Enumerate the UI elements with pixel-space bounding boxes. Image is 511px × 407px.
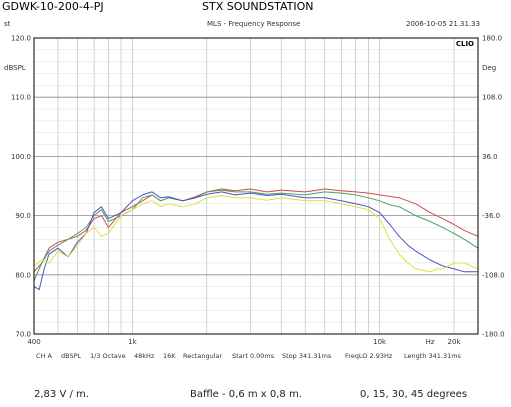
x-tick-label: 1k — [128, 338, 137, 346]
measurement-param: Start 0.00ms — [232, 352, 275, 360]
grid-lines — [34, 38, 478, 334]
response-curves — [33, 188, 479, 291]
y-tick-label: 80.0 — [15, 271, 31, 279]
y-tick-label: 90.0 — [15, 212, 31, 220]
voltage-note: 2,83 V / m. — [34, 389, 89, 400]
response-curve-1 — [33, 188, 479, 273]
response-curve-4 — [33, 195, 479, 273]
y-axis-label: dBSPL — [4, 64, 26, 72]
measurement-param: FreqLO 2.93Hz — [345, 352, 393, 360]
response-curve-3 — [33, 191, 478, 291]
measurement-param: Rectangular — [183, 352, 223, 360]
chart-title: MLS - Frequency Response — [207, 20, 301, 28]
left-code-label: st — [4, 20, 11, 28]
measurement-param: dBSPL — [61, 352, 82, 360]
measurement-param: 1/3 Octave — [90, 352, 126, 360]
plot-frame — [33, 37, 479, 335]
y2-tick-label: -36.0 — [482, 212, 500, 220]
y-tick-label: 120.0 — [11, 35, 31, 43]
measurement-param: 16K — [163, 352, 176, 360]
response-curve-2 — [33, 189, 479, 281]
y2-axis-label: Deg — [482, 64, 496, 72]
measurement-param: Length 341.31ms — [404, 352, 461, 360]
y2-tick-label: -108.0 — [482, 271, 505, 279]
x-tick-label: 20k — [448, 338, 462, 346]
y2-tick-label: -180.0 — [482, 331, 505, 339]
measurement-param: CH A — [36, 352, 52, 360]
tick-labels: 70.0 80.0 90.0 100.0 110.0 120.0 -180.0 -108.0 -… — [11, 35, 505, 347]
timestamp: 2006-10-05 21.31.33 — [406, 20, 481, 28]
y-tick-label: 110.0 — [11, 94, 31, 102]
y2-tick-label: 36.0 — [482, 153, 498, 161]
y2-tick-label: 108.0 — [482, 94, 502, 102]
x-tick-label: Hz — [426, 338, 435, 346]
measurement-param: 48kHz — [134, 352, 155, 360]
x-tick-label: 10k — [373, 338, 387, 346]
y-tick-label: 70.0 — [15, 331, 31, 339]
y-tick-label: 100.0 — [11, 153, 31, 161]
model-label: GDWK-10-200-4-PJ — [2, 0, 104, 13]
baffle-note: Baffle - 0,6 m x 0,8 m. — [190, 389, 302, 400]
clio-badge: CLIO — [456, 40, 474, 48]
x-tick-label: 400 — [27, 338, 40, 346]
product-title: STX SOUNDSTATION — [202, 0, 314, 13]
angles-note: 0, 15, 30, 45 degrees — [360, 389, 468, 400]
measurement-param: Stop 341.31ms — [282, 352, 332, 360]
frequency-response-chart: 70.0 80.0 90.0 100.0 110.0 120.0 -180.0 -108.0 -… — [4, 35, 505, 347]
y2-tick-label: 180.0 — [482, 35, 502, 43]
